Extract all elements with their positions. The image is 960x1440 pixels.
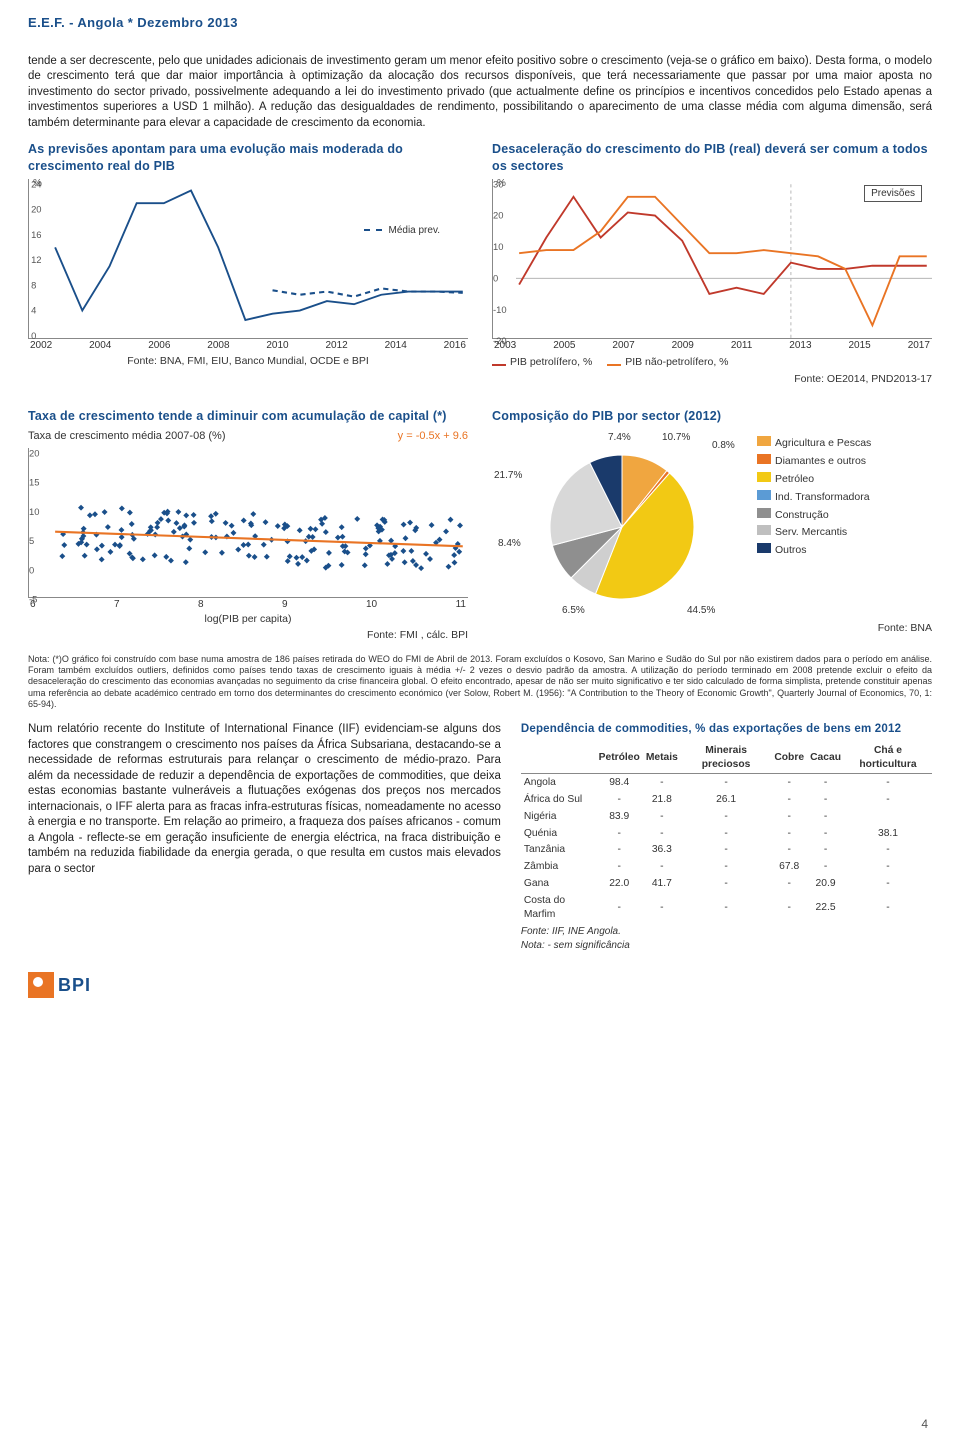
- svg-text:15: 15: [29, 477, 39, 488]
- logo-icon: [28, 972, 54, 998]
- chart1-legend-label: Média prev.: [388, 225, 440, 236]
- chart2-legend2: PIB não-petrolífero, %: [625, 355, 728, 369]
- table-title: Dependência de commodities, % das export…: [521, 722, 932, 738]
- page-header: E.E.F. - Angola * Dezembro 2013: [28, 14, 932, 32]
- logo: BPI: [28, 972, 932, 998]
- chart2-legend: PIB petrolífero, % PIB não-petrolífero, …: [492, 355, 932, 370]
- svg-text:-5: -5: [29, 594, 37, 605]
- svg-text:0: 0: [31, 330, 36, 341]
- chart2-prev-box: Previsões: [864, 185, 922, 203]
- svg-text:4: 4: [31, 305, 36, 316]
- svg-text:30: 30: [493, 179, 503, 189]
- chart3-formula: y = -0.5x + 9.6: [398, 429, 468, 444]
- svg-text:0: 0: [493, 272, 498, 283]
- svg-text:16: 16: [31, 229, 41, 240]
- chart2-source: Fonte: OE2014, PND2013-17: [492, 372, 932, 386]
- svg-text:20: 20: [493, 210, 503, 221]
- table-note: Nota: - sem significância: [521, 939, 932, 953]
- chart4-title: Composição do PIB por sector (2012): [492, 408, 932, 425]
- chart3: -505101520: [28, 448, 468, 598]
- chart4: 7.4% 10.7% 0.8% 21.7% 8.4% 6.5% 44.5% Ag…: [492, 429, 932, 619]
- chart3-subtitle: Taxa de crescimento média 2007-08 (%): [28, 429, 225, 444]
- pie-label-1: 10.7%: [662, 431, 690, 445]
- intro-paragraph: tende a ser decrescente, pelo que unidad…: [28, 54, 932, 132]
- chart2: % -20-100102030 Previsões: [492, 179, 932, 339]
- chart3-source: Fonte: FMI , cálc. BPI: [28, 628, 468, 642]
- pie-label-3: 21.7%: [494, 469, 522, 483]
- svg-text:-20: -20: [493, 335, 507, 346]
- pie-label-6: 44.5%: [687, 604, 715, 618]
- svg-text:12: 12: [31, 254, 41, 265]
- svg-text:20: 20: [29, 448, 39, 458]
- chart2-title: Desaceleração do crescimento do PIB (rea…: [492, 141, 932, 175]
- pie-label-5: 6.5%: [562, 604, 585, 618]
- pie-label-0: 7.4%: [608, 431, 631, 445]
- footnote: Nota: (*)O gráfico foi construído com ba…: [28, 654, 932, 710]
- page-number: 4: [921, 1416, 928, 1432]
- svg-text:10: 10: [493, 241, 503, 252]
- chart2-legend1: PIB petrolífero, %: [510, 355, 592, 369]
- pie-label-2: 0.8%: [712, 439, 735, 453]
- chart1-title: As previsões apontam para uma evolução m…: [28, 141, 468, 175]
- chart4-legend: Agricultura e PescasDiamantes e outrosPe…: [757, 435, 871, 560]
- logo-text: BPI: [58, 973, 91, 997]
- svg-text:20: 20: [31, 203, 41, 214]
- table-source: Fonte: IIF, INE Angola.: [521, 925, 932, 939]
- chart3-title: Taxa de crescimento tende a diminuir com…: [28, 408, 468, 425]
- chart3-subline: Taxa de crescimento média 2007-08 (%) y …: [28, 429, 468, 444]
- svg-text:0: 0: [29, 564, 34, 575]
- pie-label-4: 8.4%: [498, 537, 521, 551]
- chart1-legend-box: Média prev.: [358, 223, 446, 239]
- svg-text:10: 10: [29, 506, 39, 517]
- dependence-table: PetróleoMetaisMinerais preciososCobreCac…: [521, 742, 932, 924]
- svg-text:24: 24: [31, 179, 41, 189]
- chart4-source: Fonte: BNA: [492, 621, 932, 635]
- svg-text:5: 5: [29, 535, 34, 546]
- svg-text:8: 8: [31, 279, 36, 290]
- chart3-xlabel: log(PIB per capita): [28, 612, 468, 626]
- chart1-source: Fonte: BNA, FMI, EIU, Banco Mundial, OCD…: [28, 354, 468, 368]
- paragraph-2: Num relatório recente do Institute of In…: [28, 722, 501, 877]
- svg-text:-10: -10: [493, 304, 507, 315]
- chart1: % 04812162024 Média prev.: [28, 179, 468, 339]
